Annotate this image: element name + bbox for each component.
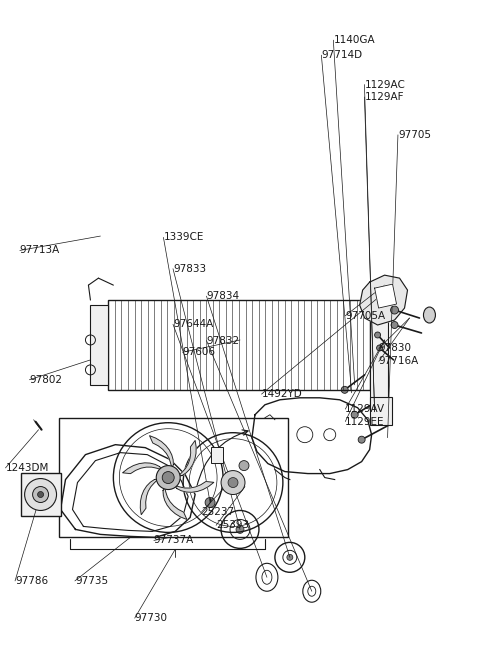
Bar	[21, 472, 60, 516]
Circle shape	[374, 332, 381, 338]
Text: 97644A: 97644A	[173, 319, 213, 329]
Circle shape	[358, 436, 365, 443]
Circle shape	[228, 477, 238, 487]
Circle shape	[236, 525, 244, 533]
Text: 97705: 97705	[398, 130, 431, 140]
Circle shape	[341, 386, 348, 393]
Text: 25393: 25393	[216, 520, 249, 531]
Bar	[59, 418, 288, 537]
Bar	[90, 305, 108, 385]
Circle shape	[376, 285, 382, 291]
Text: 97606: 97606	[182, 347, 216, 358]
Polygon shape	[374, 284, 396, 308]
Text: 97832: 97832	[206, 335, 240, 346]
Text: 97786: 97786	[15, 576, 48, 586]
Text: 97730: 97730	[135, 613, 168, 623]
Circle shape	[37, 491, 44, 498]
Text: 97735: 97735	[75, 576, 108, 586]
Bar	[370, 290, 387, 405]
Polygon shape	[140, 479, 156, 515]
Text: 1339CE: 1339CE	[163, 233, 204, 242]
Text: 1243DM: 1243DM	[5, 463, 49, 473]
Ellipse shape	[423, 307, 435, 323]
Text: 1140GA: 1140GA	[333, 35, 375, 45]
Polygon shape	[122, 463, 161, 474]
Text: 97802: 97802	[29, 375, 62, 384]
Circle shape	[239, 460, 249, 470]
Circle shape	[377, 345, 383, 351]
Text: 97716A: 97716A	[379, 356, 419, 366]
Circle shape	[24, 479, 57, 510]
Text: 1492YD: 1492YD	[262, 389, 302, 399]
Polygon shape	[360, 275, 408, 325]
Text: 97834: 97834	[206, 291, 240, 301]
Text: 97830: 97830	[379, 343, 412, 354]
Text: 97737A: 97737A	[154, 535, 194, 546]
Polygon shape	[150, 436, 173, 466]
Text: 97833: 97833	[173, 264, 206, 274]
Text: 97705A: 97705A	[345, 310, 385, 321]
Circle shape	[33, 487, 48, 502]
Polygon shape	[176, 481, 214, 493]
Circle shape	[205, 498, 215, 508]
Text: 1129AC: 1129AC	[364, 79, 405, 90]
Text: 1129EE: 1129EE	[345, 417, 385, 426]
Text: 1129AF: 1129AF	[364, 92, 404, 102]
Text: 97713A: 97713A	[20, 246, 60, 255]
Circle shape	[287, 554, 293, 560]
Circle shape	[221, 470, 245, 495]
Bar	[370, 397, 392, 424]
Circle shape	[391, 322, 398, 329]
Circle shape	[156, 466, 180, 489]
Circle shape	[351, 411, 358, 419]
Bar	[211, 447, 223, 462]
Polygon shape	[180, 440, 196, 476]
Polygon shape	[163, 489, 187, 519]
Text: 25237: 25237	[202, 507, 235, 517]
Circle shape	[162, 472, 174, 483]
Bar	[108, 300, 370, 390]
Circle shape	[391, 306, 398, 314]
Text: 97714D: 97714D	[322, 50, 362, 60]
Text: 1129AV: 1129AV	[345, 404, 385, 414]
